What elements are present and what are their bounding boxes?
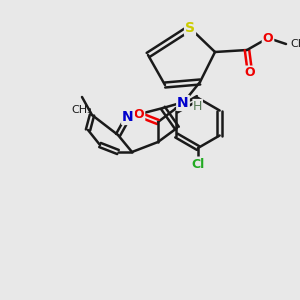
Text: CH₃: CH₃ bbox=[290, 39, 300, 49]
Text: H: H bbox=[193, 100, 202, 112]
Text: N: N bbox=[122, 110, 134, 124]
Text: Cl: Cl bbox=[191, 158, 205, 170]
Text: S: S bbox=[185, 21, 195, 35]
Text: O: O bbox=[134, 107, 144, 121]
Text: CH₃: CH₃ bbox=[72, 105, 92, 115]
Text: O: O bbox=[245, 67, 255, 80]
Text: O: O bbox=[263, 32, 273, 44]
Text: N: N bbox=[177, 96, 189, 110]
